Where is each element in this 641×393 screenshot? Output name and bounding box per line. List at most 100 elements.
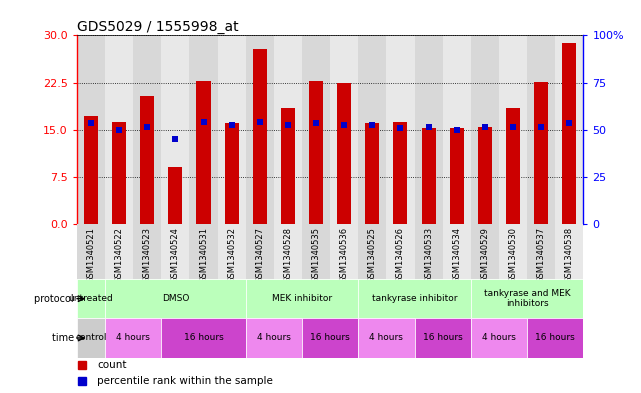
Bar [365, 123, 379, 224]
Text: 16 hours: 16 hours [423, 334, 463, 342]
Bar [253, 49, 267, 224]
Text: GSM1340526: GSM1340526 [396, 227, 405, 283]
Bar [246, 318, 302, 358]
Text: GSM1340538: GSM1340538 [565, 227, 574, 283]
Text: GSM1340536: GSM1340536 [340, 227, 349, 283]
Text: 4 hours: 4 hours [482, 334, 516, 342]
Text: GSM1340524: GSM1340524 [171, 227, 180, 283]
Text: DMSO: DMSO [162, 294, 189, 303]
Bar [527, 224, 555, 279]
Text: GSM1340537: GSM1340537 [537, 227, 545, 283]
Bar [217, 224, 246, 279]
Bar [309, 81, 323, 224]
Bar [190, 224, 217, 279]
Bar [190, 35, 217, 224]
Bar [470, 318, 527, 358]
Bar [555, 35, 583, 224]
Text: 4 hours: 4 hours [369, 334, 403, 342]
Bar [77, 35, 105, 224]
Text: GSM1340530: GSM1340530 [508, 227, 517, 283]
Text: count: count [97, 360, 127, 371]
Bar [77, 279, 105, 318]
Bar [133, 35, 162, 224]
Bar [162, 224, 190, 279]
Text: GSM1340521: GSM1340521 [87, 227, 96, 283]
Text: MEK inhibitor: MEK inhibitor [272, 294, 332, 303]
Bar [274, 224, 302, 279]
Bar [169, 167, 183, 224]
Bar [197, 81, 210, 224]
Bar [302, 318, 358, 358]
Bar [527, 35, 555, 224]
Text: GSM1340527: GSM1340527 [255, 227, 264, 283]
Bar [443, 224, 470, 279]
Bar [358, 318, 415, 358]
Bar [105, 318, 162, 358]
Bar [140, 96, 154, 224]
Bar [77, 318, 105, 358]
Text: 16 hours: 16 hours [535, 334, 575, 342]
Bar [394, 121, 408, 224]
Text: GSM1340525: GSM1340525 [368, 227, 377, 283]
Bar [358, 35, 387, 224]
Bar [470, 224, 499, 279]
Text: tankyrase and MEK
inhibitors: tankyrase and MEK inhibitors [484, 289, 570, 309]
Bar [415, 318, 470, 358]
Text: GSM1340535: GSM1340535 [312, 227, 320, 283]
Bar [224, 123, 238, 224]
Bar [112, 122, 126, 224]
Bar [77, 224, 105, 279]
Bar [274, 35, 302, 224]
Text: GSM1340532: GSM1340532 [227, 227, 236, 283]
Text: 16 hours: 16 hours [183, 334, 224, 342]
Text: 16 hours: 16 hours [310, 334, 350, 342]
Bar [450, 128, 463, 224]
Text: GSM1340529: GSM1340529 [480, 227, 489, 283]
Bar [358, 224, 387, 279]
Bar [330, 35, 358, 224]
Bar [246, 35, 274, 224]
Bar [162, 318, 246, 358]
Bar [499, 35, 527, 224]
Text: GSM1340523: GSM1340523 [143, 227, 152, 283]
Bar [506, 108, 520, 224]
Bar [217, 35, 246, 224]
Bar [470, 35, 499, 224]
Bar [470, 279, 583, 318]
Bar [422, 128, 436, 224]
Bar [84, 116, 98, 224]
Text: GSM1340533: GSM1340533 [424, 227, 433, 283]
Text: control: control [75, 334, 107, 342]
Bar [443, 35, 470, 224]
Text: 4 hours: 4 hours [116, 334, 150, 342]
Text: untreated: untreated [69, 294, 113, 303]
Text: percentile rank within the sample: percentile rank within the sample [97, 376, 273, 386]
Text: 4 hours: 4 hours [257, 334, 291, 342]
Text: GSM1340531: GSM1340531 [199, 227, 208, 283]
Bar [281, 108, 295, 224]
Bar [105, 279, 246, 318]
Bar [246, 224, 274, 279]
Bar [302, 224, 330, 279]
Bar [415, 35, 443, 224]
Bar [358, 279, 470, 318]
Bar [246, 279, 358, 318]
Bar [133, 224, 162, 279]
Bar [562, 43, 576, 224]
Bar [534, 82, 548, 224]
Bar [105, 224, 133, 279]
Bar [337, 83, 351, 224]
Text: time: time [52, 333, 77, 343]
Bar [330, 224, 358, 279]
Bar [387, 35, 415, 224]
Bar [555, 224, 583, 279]
Bar [162, 35, 190, 224]
Bar [387, 224, 415, 279]
Text: GSM1340522: GSM1340522 [115, 227, 124, 283]
Bar [499, 224, 527, 279]
Text: protocol: protocol [34, 294, 77, 304]
Text: GSM1340528: GSM1340528 [283, 227, 292, 283]
Bar [527, 318, 583, 358]
Bar [415, 224, 443, 279]
Text: tankyrase inhibitor: tankyrase inhibitor [372, 294, 457, 303]
